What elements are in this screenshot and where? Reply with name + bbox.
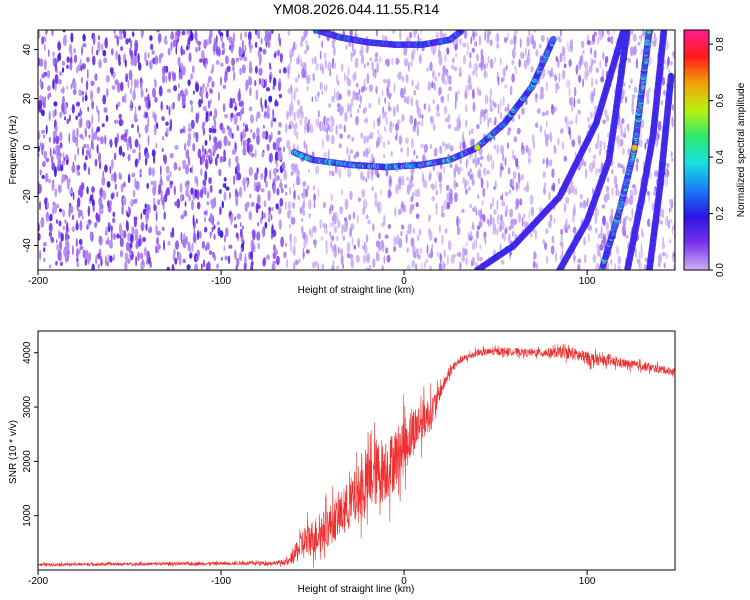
spectrogram-y-ticks: -40 -20 0 20 40 (22, 44, 38, 253)
spectrogram-x-label: Height of straight line (km) (298, 285, 415, 296)
y-tick-label: -40 (22, 238, 33, 253)
y-tick-label: 40 (22, 44, 33, 56)
spectrogram-background (38, 30, 675, 270)
spectrogram-curves (290, 30, 675, 270)
colorbar-tick-label: 0.2 (715, 206, 726, 220)
snr-frame (37, 330, 676, 571)
spectrogram-y-label: Frequency (Hz) (8, 116, 19, 185)
y-tick-label: 1000 (22, 504, 33, 527)
spectrogram-image (38, 30, 675, 270)
x-tick-label: 100 (579, 576, 596, 587)
y-tick-label: -20 (22, 189, 33, 204)
x-tick-label: -100 (211, 276, 231, 287)
spectrogram-frame (37, 29, 676, 271)
y-tick-label: 20 (22, 93, 33, 105)
snr-y-label: SNR (10 * v/v) (8, 420, 19, 484)
curve-branch-lower (290, 36, 557, 171)
curve-streak-5 (646, 72, 675, 270)
figure-title: YM08.2026.044.11.55.R14 (273, 1, 440, 17)
colorbar-ticks: 0.0 0.2 0.4 0.6 0.8 (709, 37, 726, 277)
x-tick-label: 100 (579, 276, 596, 287)
colorbar-gradient (683, 29, 710, 271)
colorbar-tick-label: 0.0 (715, 263, 726, 277)
colorbar-label: Normalized spectral amplitude (736, 82, 747, 217)
x-tick-label: 0 (401, 276, 407, 287)
curve-streak-3 (598, 30, 653, 270)
x-tick-label: -100 (211, 576, 231, 587)
y-tick-label: 0 (22, 144, 33, 150)
x-tick-label: -200 (28, 276, 48, 287)
spectrogram-noise (38, 30, 675, 270)
colorbar-tick-label: 0.8 (715, 37, 726, 51)
curve-streak-2 (556, 30, 631, 270)
colorbar-tick-label: 0.4 (715, 150, 726, 164)
curve-streak-4 (624, 30, 668, 270)
y-tick-label: 2000 (22, 450, 33, 473)
snr-y-ticks: 1000 2000 3000 4000 (22, 341, 38, 527)
colorbar: 0.0 0.2 0.4 0.6 0.8 Normalized spectral ampl… (683, 29, 747, 277)
snr-series-line (38, 343, 675, 568)
x-tick-label: 0 (401, 576, 407, 587)
snr-x-label: Height of straight line (km) (298, 584, 415, 595)
y-tick-label: 4000 (22, 341, 33, 364)
curve-branch-upper (312, 30, 465, 49)
spectrogram-x-ticks: -200 -100 0 100 (28, 270, 596, 287)
x-tick-label: -200 (28, 576, 48, 587)
snr-panel: -200 -100 0 100 1000 2000 3000 4000 Height of … (8, 330, 676, 595)
colorbar-tick-label: 0.6 (715, 93, 726, 107)
snr-x-ticks: -200 -100 0 100 (28, 570, 596, 587)
y-tick-label: 3000 (22, 395, 33, 418)
